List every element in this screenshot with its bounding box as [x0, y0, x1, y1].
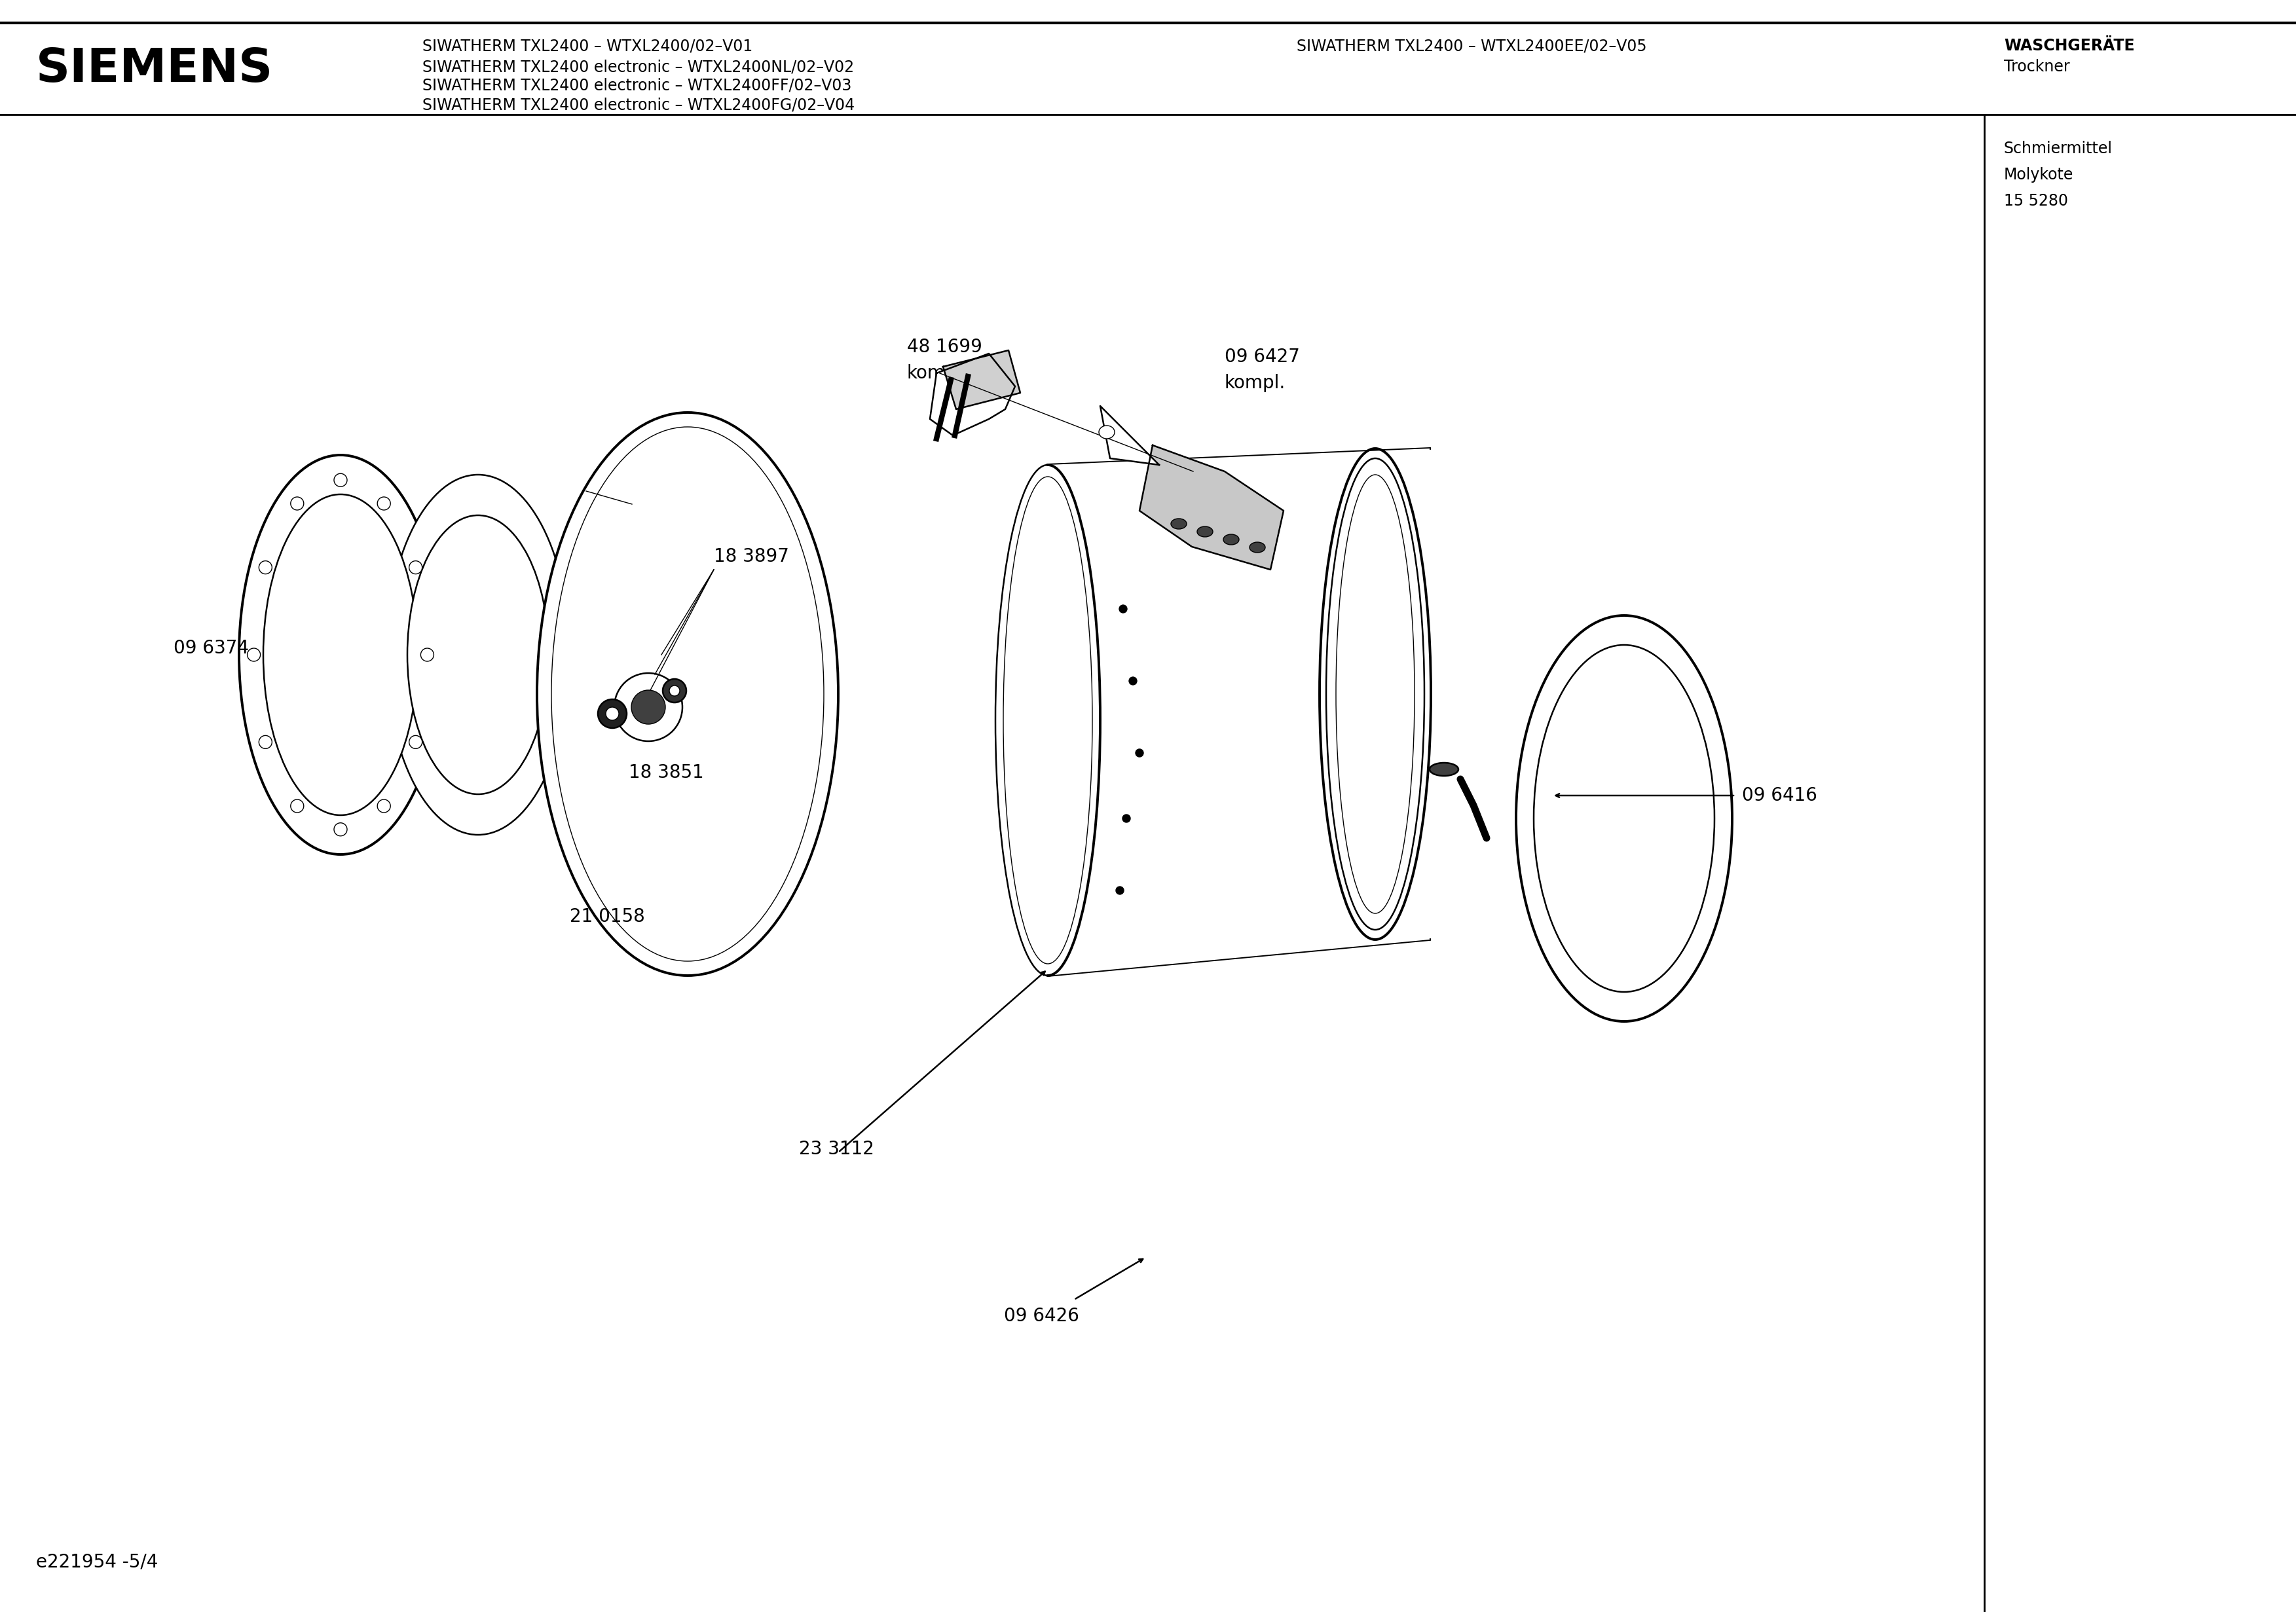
- Text: SIWATHERM TXL2400 electronic – WTXL2400FF/02–V03: SIWATHERM TXL2400 electronic – WTXL2400F…: [422, 77, 852, 93]
- Text: 23 3112: 23 3112: [799, 1140, 875, 1159]
- Ellipse shape: [670, 685, 680, 696]
- Text: WASCHGERÄTE: WASCHGERÄTE: [2004, 39, 2135, 53]
- Ellipse shape: [1171, 519, 1187, 529]
- Ellipse shape: [631, 690, 666, 724]
- Ellipse shape: [1515, 616, 1731, 1022]
- Ellipse shape: [664, 679, 687, 703]
- Text: Schmiermittel: Schmiermittel: [2004, 140, 2112, 156]
- Ellipse shape: [264, 495, 418, 816]
- Ellipse shape: [239, 455, 443, 854]
- Ellipse shape: [537, 413, 838, 975]
- Polygon shape: [1100, 406, 1159, 464]
- Ellipse shape: [377, 800, 390, 812]
- Text: SIWATHERM TXL2400 – WTXL2400EE/02–V05: SIWATHERM TXL2400 – WTXL2400EE/02–V05: [1297, 39, 1646, 53]
- Text: 09 6416: 09 6416: [1743, 787, 1816, 804]
- Text: kompl.: kompl.: [1224, 374, 1286, 392]
- Ellipse shape: [606, 708, 620, 721]
- Ellipse shape: [259, 735, 271, 748]
- Ellipse shape: [597, 700, 627, 729]
- Circle shape: [1130, 677, 1137, 685]
- Circle shape: [1118, 604, 1127, 613]
- Ellipse shape: [409, 561, 422, 574]
- Text: 15 5280: 15 5280: [2004, 193, 2069, 210]
- Ellipse shape: [420, 648, 434, 661]
- Ellipse shape: [386, 474, 569, 835]
- Text: SIWATHERM TXL2400 electronic – WTXL2400NL/02–V02: SIWATHERM TXL2400 electronic – WTXL2400N…: [422, 60, 854, 74]
- Text: SIEMENS: SIEMENS: [37, 47, 273, 92]
- Polygon shape: [1139, 445, 1283, 569]
- Text: 18 3897: 18 3897: [714, 548, 790, 566]
- Ellipse shape: [615, 674, 682, 742]
- Ellipse shape: [1534, 645, 1715, 991]
- Text: kompl.: kompl.: [907, 364, 969, 382]
- Ellipse shape: [292, 800, 303, 812]
- Ellipse shape: [333, 822, 347, 837]
- Ellipse shape: [248, 648, 259, 661]
- Ellipse shape: [1249, 542, 1265, 553]
- Ellipse shape: [409, 735, 422, 748]
- Text: Molykote: Molykote: [2004, 168, 2073, 182]
- Circle shape: [1116, 887, 1123, 895]
- Ellipse shape: [1100, 426, 1114, 438]
- Circle shape: [1137, 750, 1143, 758]
- Text: 09 6374: 09 6374: [174, 638, 248, 658]
- Ellipse shape: [1430, 762, 1458, 775]
- Circle shape: [1123, 814, 1130, 822]
- Ellipse shape: [1224, 534, 1240, 545]
- Ellipse shape: [333, 474, 347, 487]
- Text: 21 0158: 21 0158: [569, 908, 645, 925]
- Text: 09 6426: 09 6426: [1003, 1307, 1079, 1325]
- Text: SIWATHERM TXL2400 – WTXL2400/02–V01: SIWATHERM TXL2400 – WTXL2400/02–V01: [422, 39, 753, 53]
- Text: 18 3851: 18 3851: [629, 764, 705, 782]
- Polygon shape: [944, 350, 1019, 409]
- Text: e221954 -5/4: e221954 -5/4: [37, 1552, 158, 1572]
- Text: Trockner: Trockner: [2004, 60, 2069, 74]
- Ellipse shape: [1327, 458, 1424, 930]
- Text: 09 6427: 09 6427: [1224, 348, 1300, 366]
- Polygon shape: [930, 353, 1015, 435]
- Polygon shape: [1047, 448, 1430, 975]
- Ellipse shape: [292, 496, 303, 509]
- Text: 48 1699: 48 1699: [907, 339, 983, 356]
- Ellipse shape: [259, 561, 271, 574]
- Ellipse shape: [406, 516, 549, 795]
- Ellipse shape: [377, 496, 390, 509]
- Ellipse shape: [1196, 527, 1212, 537]
- Text: SIWATHERM TXL2400 electronic – WTXL2400FG/02–V04: SIWATHERM TXL2400 electronic – WTXL2400F…: [422, 97, 854, 113]
